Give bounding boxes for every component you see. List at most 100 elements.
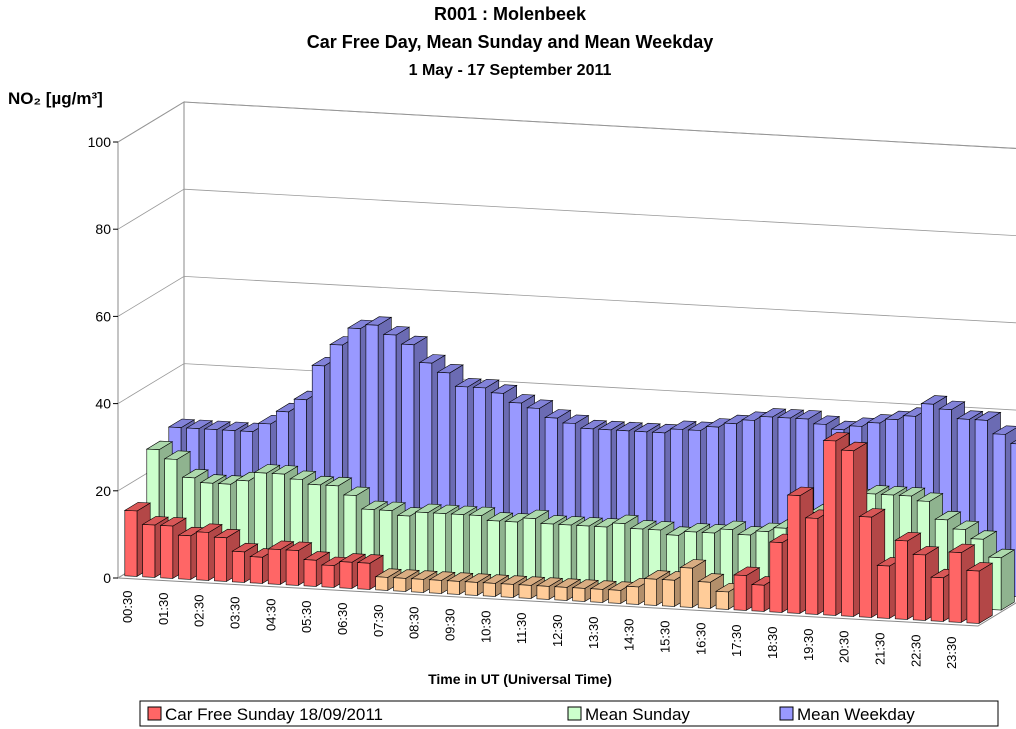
bar-front: [446, 580, 460, 595]
bar: [535, 577, 564, 600]
y-tick-label: 60: [95, 308, 111, 324]
bar-front: [679, 567, 693, 608]
bar-front: [411, 578, 425, 593]
bar-top: [1009, 440, 1016, 445]
bar: [697, 573, 725, 609]
chart-period: 1 May - 17 September 2011: [409, 62, 612, 79]
x-tick-label: 19:30: [801, 629, 816, 662]
x-tick-label: 17:30: [729, 625, 744, 658]
x-tick-label: 03:30: [228, 597, 243, 630]
bar-front: [321, 564, 335, 588]
bar: [987, 548, 1016, 611]
bar-front: [486, 520, 500, 583]
bar-front: [930, 576, 944, 622]
legend-label: Mean Sunday: [585, 705, 690, 724]
bar-front: [522, 517, 536, 585]
bar-front: [644, 578, 657, 606]
bar-front: [823, 440, 837, 616]
bar-front: [859, 516, 872, 618]
x-tick-label: 18:30: [765, 627, 780, 660]
bar-front: [912, 554, 926, 621]
x-tick-label: 04:30: [263, 599, 278, 632]
x-tick-label: 00:30: [120, 591, 135, 624]
bar-front: [948, 551, 962, 623]
bar-front: [267, 548, 281, 585]
bar-front: [787, 494, 801, 614]
bar-front: [576, 525, 590, 588]
bar-front: [500, 583, 514, 598]
bar-front: [468, 514, 482, 582]
chart-subtitle: Car Free Day, Mean Sunday and Mean Weekd…: [307, 32, 713, 52]
bar-front: [285, 549, 299, 586]
bar-front: [626, 585, 640, 605]
bar-side: [978, 562, 993, 624]
bar-front: [303, 559, 317, 587]
x-tick-label: 15:30: [658, 621, 673, 654]
bar-front: [142, 524, 156, 578]
bar-front: [393, 577, 407, 592]
legend-swatch: [147, 706, 162, 721]
x-tick-label: 01:30: [156, 593, 171, 626]
bar-front: [196, 531, 209, 581]
bar-front: [841, 449, 855, 617]
chart-title: R001 : Molenbeek: [434, 4, 587, 24]
bar-front: [733, 574, 747, 611]
x-tick-label: 08:30: [407, 607, 422, 640]
bar-front: [504, 521, 518, 584]
x-axis-label: Time in UT (Universal Time): [428, 671, 612, 687]
x-tick-label: 23:30: [944, 637, 959, 670]
bar-front: [397, 515, 411, 578]
x-tick-label: 16:30: [693, 623, 708, 656]
x-tick-label: 11:30: [514, 613, 529, 645]
bar-front: [554, 586, 568, 601]
y-tick-label: 0: [103, 570, 111, 586]
bar-front: [572, 587, 586, 602]
x-tick-label: 21:30: [873, 633, 888, 666]
x-tick-label: 22:30: [908, 635, 923, 668]
bar-front: [751, 584, 765, 612]
bar: [858, 508, 886, 618]
bar-front: [894, 539, 908, 620]
x-tick-label: 14:30: [622, 619, 637, 652]
bar-side: [1000, 549, 1015, 611]
legend-label: Mean Weekday: [797, 705, 915, 724]
bar-front: [769, 541, 783, 613]
bar-front: [482, 582, 496, 597]
x-tick-label: 13:30: [586, 617, 601, 650]
bar-front: [697, 581, 711, 609]
bar-front: [518, 584, 532, 599]
bar-front: [339, 561, 353, 589]
bar-front: [464, 581, 478, 596]
grid-line: [117, 188, 1016, 237]
bar-front: [661, 579, 675, 607]
legend-swatch: [567, 706, 582, 721]
bar-front: [558, 524, 572, 587]
bar: [356, 554, 385, 590]
bar-front: [876, 565, 890, 619]
bar-front: [540, 523, 554, 586]
x-tick-label: 05:30: [299, 601, 314, 634]
bar-front: [357, 562, 371, 590]
bar-front: [715, 590, 729, 610]
bar-front: [415, 511, 429, 579]
y-tick-label: 40: [95, 396, 111, 412]
bar-front: [966, 570, 980, 624]
bar: [965, 562, 994, 624]
grid-line: [117, 275, 1016, 324]
grid-line: [117, 363, 1016, 411]
bar-front: [124, 510, 138, 577]
bar-front: [429, 579, 442, 594]
legend-label: Car Free Sunday 18/09/2011: [165, 705, 383, 724]
x-tick-label: 02:30: [192, 595, 207, 628]
bar-front: [232, 550, 245, 583]
y-tick-label: 20: [95, 483, 111, 499]
bar-front: [214, 536, 227, 582]
y-tick-label: 100: [88, 134, 112, 150]
y-tick-label: 80: [95, 221, 111, 237]
x-tick-label: 09:30: [443, 609, 458, 642]
bar-front: [451, 513, 464, 581]
bar-front: [612, 522, 626, 590]
x-tick-label: 06:30: [335, 603, 350, 636]
bar-front: [178, 534, 192, 580]
